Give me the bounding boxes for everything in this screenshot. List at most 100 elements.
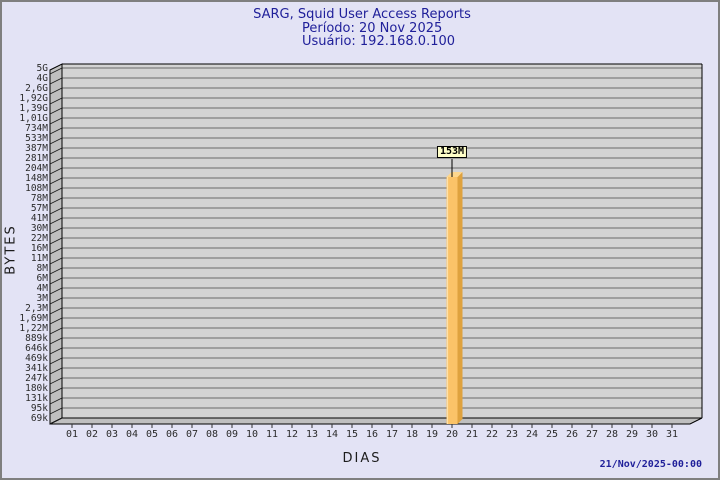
y-wall-tick (49, 257, 63, 265)
x-tick-label: 27 (585, 429, 599, 440)
y-wall-tick (49, 87, 63, 95)
y-wall-tick (49, 397, 63, 405)
x-tick-label: 12 (285, 429, 299, 440)
page-title: SARG, Squid User Access Reports (253, 7, 471, 22)
y-wall-tick (49, 137, 63, 145)
x-tick-label: 28 (605, 429, 619, 440)
report-period: Período: 20 Nov 2025 (302, 21, 443, 36)
y-wall-tick (49, 357, 63, 365)
y-tick-label: 180k (25, 383, 48, 394)
generated-timestamp: 21/Nov/2025-00:00 (599, 459, 702, 470)
y-wall-tick (49, 327, 63, 335)
y-wall-tick (49, 277, 63, 285)
x-tick-label: 22 (485, 429, 499, 440)
y-tick-label: 30M (30, 223, 48, 234)
y-wall-tick (49, 217, 63, 225)
y-tick-label: 131k (25, 393, 48, 404)
y-wall-tick (49, 297, 63, 305)
y-wall-tick (49, 367, 63, 375)
y-tick-label: 469k (25, 353, 48, 364)
y-tick-label: 1,39G (19, 103, 48, 114)
y-wall-tick (49, 237, 63, 245)
y-tick-label: 1,01G (19, 113, 48, 124)
y-wall-tick (49, 77, 63, 85)
x-tick-label: 29 (625, 429, 639, 440)
y-tick-label: 387M (25, 143, 48, 154)
x-tick-label: 02 (85, 429, 99, 440)
x-tick-label: 11 (265, 429, 279, 440)
y-wall-tick (49, 407, 63, 415)
y-tick-label: 78M (30, 193, 48, 204)
y-tick-label: 533M (25, 133, 48, 144)
y-tick-label: 1,92G (19, 93, 48, 104)
x-tick-label: 30 (645, 429, 659, 440)
y-tick-label: 2,6G (25, 83, 48, 94)
data-bar-top (446, 171, 463, 177)
x-tick-label: 16 (365, 429, 379, 440)
y-wall-tick (49, 157, 63, 165)
y-tick-label: 341k (25, 363, 48, 374)
y-tick-label: 204M (25, 163, 48, 174)
x-tick-label: 19 (425, 429, 439, 440)
x-tick-label: 17 (385, 429, 399, 440)
y-tick-label: 6M (36, 273, 48, 284)
y-wall-tick (49, 167, 63, 175)
y-tick-label: 95k (30, 403, 48, 414)
y-tick-label: 889k (25, 333, 48, 344)
x-tick-label: 21 (465, 429, 479, 440)
y-tick-label: 108M (25, 183, 48, 194)
x-tick-label: 06 (165, 429, 179, 440)
y-wall-tick (49, 417, 63, 425)
x-tick-label: 18 (405, 429, 419, 440)
x-tick-label: 23 (505, 429, 519, 440)
left-wall (49, 63, 63, 425)
y-tick-label: 1,69M (19, 313, 48, 324)
y-wall-tick (49, 377, 63, 385)
bar-value-label: 153M (436, 145, 468, 158)
y-wall-tick (49, 317, 63, 325)
y-tick-label: 4M (36, 283, 48, 294)
x-tick-label: 24 (525, 429, 539, 440)
y-tick-label: 16M (30, 243, 48, 254)
y-tick-label: 3M (36, 293, 48, 304)
y-tick-label: 734M (25, 123, 48, 134)
data-bar-front (446, 176, 458, 424)
y-tick-label: 5G (36, 63, 48, 74)
y-wall-tick (49, 227, 63, 235)
y-axis-title: BYTES (3, 224, 19, 275)
y-wall-tick (49, 67, 63, 75)
x-tick-label: 03 (105, 429, 119, 440)
y-tick-label: 41M (30, 213, 48, 224)
x-tick-label: 15 (345, 429, 359, 440)
y-wall-tick (49, 147, 63, 155)
y-tick-label: 11M (30, 253, 48, 264)
x-tick-label: 31 (665, 429, 679, 440)
x-axis-title: DIAS (342, 451, 382, 466)
y-tick-label: 148M (25, 173, 48, 184)
y-tick-label: 247k (25, 373, 48, 384)
y-tick-label: 2,3M (25, 303, 48, 314)
x-tick-label: 14 (325, 429, 339, 440)
y-tick-label: 646k (25, 343, 48, 354)
x-tick-label: 26 (565, 429, 579, 440)
plot-background (62, 64, 702, 418)
y-wall-tick (49, 117, 63, 125)
y-wall-tick (49, 307, 63, 315)
x-tick-label: 09 (225, 429, 239, 440)
y-wall-tick (49, 347, 63, 355)
y-wall-tick (49, 127, 63, 135)
report-user: Usuário: 192.168.0.100 (302, 34, 456, 49)
y-wall-tick (49, 267, 63, 275)
y-tick-label: 281M (25, 153, 48, 164)
x-tick-label: 20 (445, 429, 459, 440)
x-tick-label: 04 (125, 429, 139, 440)
x-tick-label: 07 (185, 429, 199, 440)
report-subtitles: Período: 20 Nov 2025 Usuário: 192.168.0.… (302, 22, 455, 48)
y-wall-tick (49, 97, 63, 105)
x-tick-label: 01 (65, 429, 79, 440)
y-wall-tick (49, 207, 63, 215)
y-wall-tick (49, 287, 63, 295)
y-wall-tick (49, 107, 63, 115)
